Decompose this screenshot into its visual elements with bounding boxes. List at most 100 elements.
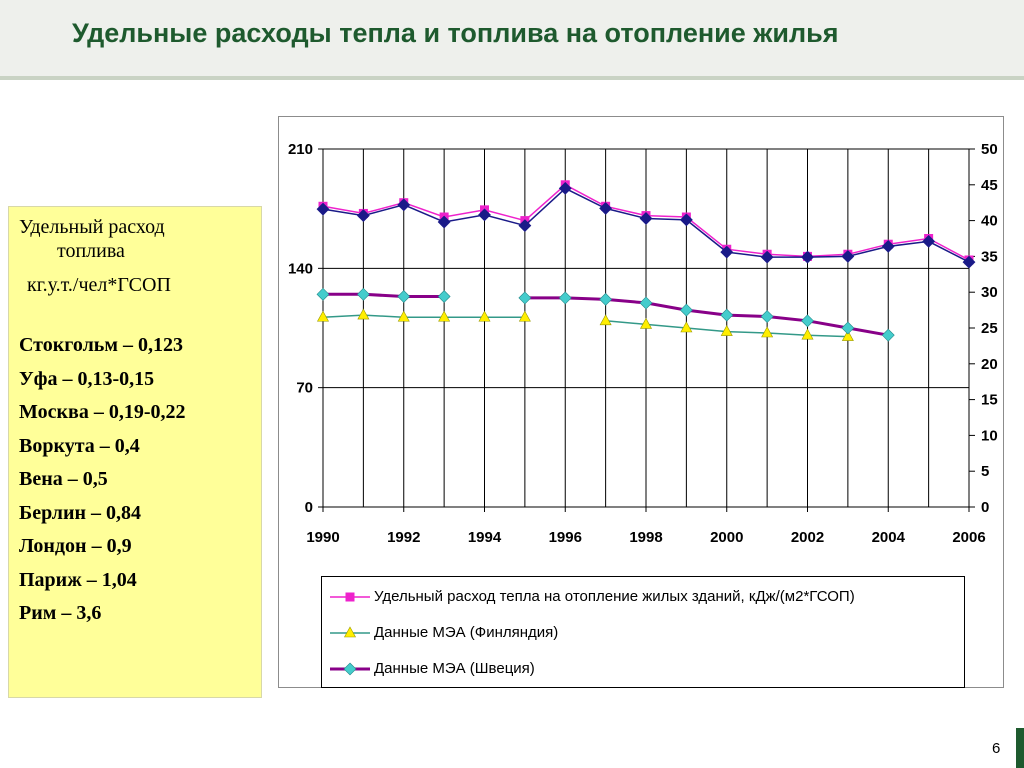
right-axis-tick-label: 45: [981, 177, 998, 194]
x-axis-tick-label: 1996: [549, 529, 582, 546]
data-point-diamond: [397, 198, 411, 212]
data-point-triangle: [357, 308, 370, 320]
data-point-diamond: [679, 213, 693, 227]
data-point-diamond: [518, 291, 532, 305]
data-point-diamond: [437, 290, 451, 303]
left-axis-tick-label: 140: [288, 260, 313, 277]
right-axis-tick-label: 40: [981, 213, 998, 230]
data-point-diamond: [720, 308, 734, 322]
legend-label-sweden: Данные МЭА (Швеция): [374, 660, 535, 677]
data-point-triangle: [397, 310, 410, 322]
right-axis-tick-label: 30: [981, 284, 998, 301]
series-line-2: [322, 314, 525, 319]
chart-legend: Удельный расход тепла на отопление жилых…: [321, 576, 965, 688]
legend-item-finland: Данные МЭА (Финляндия): [322, 621, 962, 645]
data-point-diamond: [801, 314, 814, 328]
right-axis-tick-label: 35: [981, 248, 998, 265]
legend-item-sweden: Данные МЭА (Швеция): [322, 657, 962, 681]
left-axis-tick-label: 210: [288, 141, 313, 158]
right-axis-tick-label: 5: [981, 463, 989, 480]
data-point-triangle: [680, 321, 693, 333]
data-point-diamond: [760, 250, 774, 264]
right-axis-tick-label: 0: [981, 499, 989, 516]
x-axis-tick-label: 1998: [629, 529, 662, 546]
series-line-3: [524, 296, 889, 337]
data-point-diamond: [760, 310, 774, 323]
x-axis-tick-label: 2004: [872, 529, 906, 546]
data-point-diamond: [639, 212, 653, 225]
city-item: Париж – 1,04: [19, 568, 137, 591]
legend-item-heat: Удельный расход тепла на отопление жилых…: [322, 585, 962, 609]
data-point-triangle: [518, 310, 531, 322]
page-number: 6: [992, 740, 1001, 757]
data-point-triangle: [478, 310, 491, 322]
data-point-diamond: [397, 290, 411, 303]
data-point-triangle: [801, 328, 814, 340]
data-point-diamond: [801, 250, 814, 264]
data-point-diamond: [599, 202, 613, 215]
x-axis-tick-label: 1994: [468, 529, 502, 546]
legend-swatch-sweden: [330, 662, 370, 676]
data-point-triangle: [841, 329, 854, 341]
series-line-3: [323, 292, 445, 298]
right-axis-tick-label: 20: [981, 356, 998, 373]
right-axis-tick-label: 15: [981, 392, 998, 409]
city-item: Берлин – 0,84: [19, 501, 141, 524]
data-point-diamond: [841, 321, 855, 335]
city-list: Стокгольм – 0,123 Уфа – 0,13-0,15 Москва…: [19, 329, 251, 631]
legend-swatch-heat: [330, 592, 370, 602]
city-item: Москва – 0,19-0,22: [19, 401, 186, 423]
data-point-diamond: [356, 287, 370, 301]
x-axis-tick-label: 2000: [710, 529, 743, 546]
left-axis-tick-label: 0: [305, 499, 313, 516]
fuel-consumption-note: Удельный расход топлива кг.у.т./чел*ГСОП…: [8, 206, 262, 698]
legend-swatch-finland: [330, 626, 370, 638]
x-axis-tick-label: 2002: [791, 529, 824, 546]
slide-title: Удельные расходы тепла и топлива на отоп…: [72, 18, 839, 48]
data-point-triangle: [599, 314, 612, 326]
data-point-diamond: [599, 292, 613, 306]
note-heading-line1: Удельный расход: [19, 216, 165, 238]
right-axis-tick-label: 10: [981, 427, 998, 444]
data-point-diamond: [316, 202, 330, 216]
data-point-diamond: [922, 234, 936, 248]
note-unit: кг.у.т./чел*ГСОП: [27, 274, 171, 296]
data-point-diamond: [679, 303, 693, 317]
city-item: Рим – 3,6: [19, 602, 102, 624]
corner-accent-bar: [1016, 728, 1024, 768]
data-point-diamond: [316, 287, 330, 301]
data-point-triangle: [639, 317, 653, 329]
left-axis-tick-label: 70: [296, 380, 313, 397]
data-point-diamond: [478, 208, 491, 222]
data-point-diamond: [841, 249, 855, 263]
data-point-diamond: [881, 239, 895, 253]
data-point-diamond: [558, 181, 572, 195]
data-point-diamond: [720, 245, 734, 259]
city-item: Лондон – 0,9: [19, 535, 132, 557]
data-point-triangle: [761, 326, 774, 338]
note-heading: Удельный расход топлива: [19, 215, 251, 263]
data-point-diamond: [356, 209, 370, 223]
slide-header: Удельные расходы тепла и топлива на отоп…: [0, 0, 1024, 80]
data-point-diamond: [881, 328, 895, 342]
x-axis-tick-label: 2006: [952, 529, 985, 546]
data-point-diamond: [962, 255, 976, 269]
x-axis-tick-label: 1990: [306, 529, 339, 546]
data-point-triangle: [720, 324, 733, 336]
city-item: Вена – 0,5: [19, 468, 108, 490]
data-point-diamond: [437, 215, 451, 229]
city-item: Воркута – 0,4: [19, 434, 140, 457]
data-point-diamond: [558, 291, 572, 305]
right-axis-tick-label: 25: [981, 320, 998, 337]
data-point-diamond: [639, 296, 653, 310]
legend-label-heat: Удельный расход тепла на отопление жилых…: [374, 588, 855, 605]
line-chart: 0 70 140 210 0 5 10 15 20 25 30 35 40 45 50 1990 1992 199…: [288, 141, 998, 546]
data-point-diamond: [518, 219, 532, 233]
note-heading-line2: топлива: [57, 240, 125, 262]
x-axis-tick-label: 1992: [387, 529, 420, 546]
legend-label-finland: Данные МЭА (Финляндия): [374, 624, 559, 641]
data-point-triangle: [316, 310, 330, 322]
city-item: Уфа – 0,13-0,15: [19, 367, 155, 390]
right-axis-tick-label: 50: [981, 141, 998, 158]
city-item: Стокгольм – 0,123: [19, 334, 184, 356]
